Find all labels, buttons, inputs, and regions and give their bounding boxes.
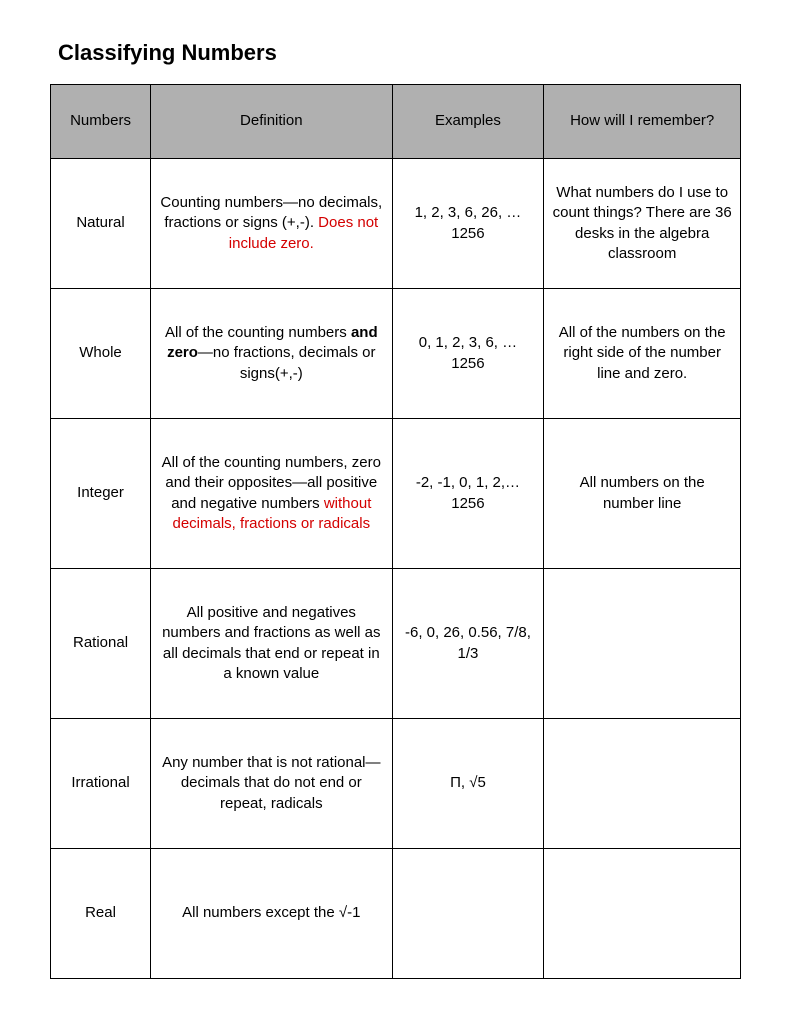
cell-remember: All numbers on the number line — [544, 419, 741, 569]
cell-examples: -2, -1, 0, 1, 2,… 1256 — [392, 419, 544, 569]
cell-examples: Π, √5 — [392, 719, 544, 849]
table-row: Integer All of the counting numbers, zer… — [51, 419, 741, 569]
cell-examples: 1, 2, 3, 6, 26, … 1256 — [392, 159, 544, 289]
table-row: Natural Counting numbers—no decimals, fr… — [51, 159, 741, 289]
cell-definition: Any number that is not rational—decimals… — [151, 719, 393, 849]
document-page: Classifying Numbers Numbers Definition E… — [0, 0, 791, 1019]
table-row: Real All numbers except the √-1 — [51, 849, 741, 979]
cell-remember — [544, 849, 741, 979]
cell-definition: All positive and negatives numbers and f… — [151, 569, 393, 719]
cell-remember: All of the numbers on the right side of … — [544, 289, 741, 419]
cell-examples: -6, 0, 26, 0.56, 7/8, 1/3 — [392, 569, 544, 719]
def-text: All of the counting numbers — [165, 324, 351, 341]
table-row: Rational All positive and negatives numb… — [51, 569, 741, 719]
table-header-row: Numbers Definition Examples How will I r… — [51, 85, 741, 159]
cell-remember — [544, 569, 741, 719]
cell-name: Irrational — [51, 719, 151, 849]
cell-name: Real — [51, 849, 151, 979]
cell-name: Rational — [51, 569, 151, 719]
col-header-numbers: Numbers — [51, 85, 151, 159]
def-text-post: —no fractions, decimals or signs(+,-) — [198, 344, 376, 381]
classification-table: Numbers Definition Examples How will I r… — [50, 84, 741, 979]
col-header-examples: Examples — [392, 85, 544, 159]
cell-remember: What numbers do I use to count things? T… — [544, 159, 741, 289]
cell-definition: All of the counting numbers and zero—no … — [151, 289, 393, 419]
page-title: Classifying Numbers — [58, 40, 741, 66]
cell-examples: 0, 1, 2, 3, 6, … 1256 — [392, 289, 544, 419]
cell-name: Whole — [51, 289, 151, 419]
cell-definition: Counting numbers—no decimals, fractions … — [151, 159, 393, 289]
table-row: Irrational Any number that is not ration… — [51, 719, 741, 849]
table-row: Whole All of the counting numbers and ze… — [51, 289, 741, 419]
cell-remember — [544, 719, 741, 849]
cell-examples — [392, 849, 544, 979]
cell-definition: All numbers except the √-1 — [151, 849, 393, 979]
cell-definition: All of the counting numbers, zero and th… — [151, 419, 393, 569]
col-header-definition: Definition — [151, 85, 393, 159]
cell-name: Integer — [51, 419, 151, 569]
cell-name: Natural — [51, 159, 151, 289]
col-header-remember: How will I remember? — [544, 85, 741, 159]
